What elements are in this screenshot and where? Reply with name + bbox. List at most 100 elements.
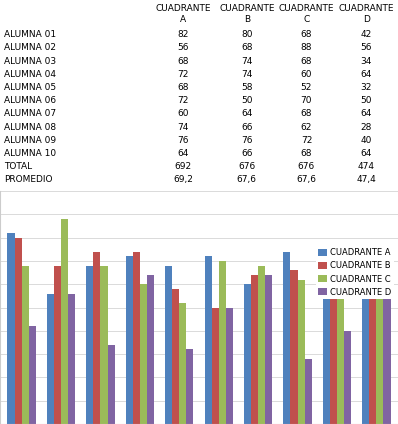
Text: 80: 80 — [241, 30, 252, 39]
Bar — [291, 270, 298, 424]
Text: 68: 68 — [178, 83, 189, 92]
Text: 68: 68 — [301, 30, 312, 39]
Bar — [323, 247, 330, 424]
Bar — [147, 275, 154, 424]
Text: 40: 40 — [361, 136, 372, 145]
Text: CUADRANTE: CUADRANTE — [279, 4, 334, 13]
Text: C: C — [303, 15, 310, 24]
Bar — [186, 349, 193, 424]
Text: 56: 56 — [361, 44, 372, 53]
Text: 68: 68 — [301, 149, 312, 158]
Text: 82: 82 — [178, 30, 189, 39]
Bar — [212, 307, 219, 424]
Bar — [369, 270, 377, 424]
Bar — [86, 265, 94, 424]
Bar — [226, 307, 233, 424]
Bar — [107, 345, 115, 424]
Bar — [21, 265, 29, 424]
Bar — [244, 284, 251, 424]
Bar — [8, 233, 15, 424]
Bar — [377, 265, 383, 424]
Bar — [47, 293, 54, 424]
Bar — [337, 256, 344, 424]
Bar — [126, 256, 133, 424]
Text: 50: 50 — [241, 96, 252, 105]
Text: ALUMNA 01: ALUMNA 01 — [4, 30, 56, 39]
Text: 28: 28 — [361, 123, 372, 131]
Text: 692: 692 — [174, 162, 192, 171]
Text: 60: 60 — [178, 109, 189, 118]
Bar — [133, 251, 140, 424]
Bar — [15, 237, 21, 424]
Text: 50: 50 — [361, 96, 372, 105]
Text: 34: 34 — [361, 57, 372, 66]
Bar — [265, 275, 272, 424]
Text: 64: 64 — [361, 149, 372, 158]
Text: 68: 68 — [241, 44, 252, 53]
Text: 47,4: 47,4 — [356, 175, 376, 184]
Text: 68: 68 — [301, 57, 312, 66]
Bar — [298, 279, 304, 424]
Text: 74: 74 — [241, 57, 252, 66]
Text: ALUMNA 05: ALUMNA 05 — [4, 83, 56, 92]
Text: 676: 676 — [238, 162, 256, 171]
Text: 88: 88 — [301, 44, 312, 53]
Bar — [172, 289, 179, 424]
Bar — [344, 331, 351, 424]
Bar — [165, 265, 172, 424]
Legend: CUADRANTE A, CUADRANTE B, CUADRANTE C, CUADRANTE D: CUADRANTE A, CUADRANTE B, CUADRANTE C, C… — [316, 246, 394, 299]
Text: 72: 72 — [301, 136, 312, 145]
Bar — [283, 251, 291, 424]
Bar — [68, 293, 75, 424]
Text: 64: 64 — [361, 109, 372, 118]
Text: A: A — [180, 15, 186, 24]
Bar — [179, 303, 186, 424]
Text: TOTAL: TOTAL — [4, 162, 32, 171]
Text: 64: 64 — [178, 149, 189, 158]
Text: 67,6: 67,6 — [237, 175, 257, 184]
Bar — [61, 219, 68, 424]
Text: 42: 42 — [361, 30, 372, 39]
Bar — [383, 275, 390, 424]
Bar — [362, 275, 369, 424]
Text: ALUMNA 06: ALUMNA 06 — [4, 96, 56, 105]
Text: 474: 474 — [358, 162, 375, 171]
Text: 32: 32 — [361, 83, 372, 92]
Text: 66: 66 — [241, 123, 252, 131]
Bar — [94, 251, 100, 424]
Bar — [54, 265, 61, 424]
Text: ALUMNA 08: ALUMNA 08 — [4, 123, 56, 131]
Text: 70: 70 — [301, 96, 312, 105]
Text: ALUMNA 03: ALUMNA 03 — [4, 57, 56, 66]
Text: PROMEDIO: PROMEDIO — [4, 175, 53, 184]
Bar — [219, 261, 226, 424]
Bar — [205, 256, 212, 424]
Text: 72: 72 — [178, 96, 189, 105]
Text: 68: 68 — [301, 109, 312, 118]
Text: D: D — [363, 15, 370, 24]
Text: CUADRANTE: CUADRANTE — [219, 4, 275, 13]
Text: ALUMNA 07: ALUMNA 07 — [4, 109, 56, 118]
Text: 76: 76 — [178, 136, 189, 145]
Text: 64: 64 — [361, 70, 372, 79]
Text: 58: 58 — [241, 83, 252, 92]
Text: 676: 676 — [298, 162, 315, 171]
Text: 66: 66 — [241, 149, 252, 158]
Text: 67,6: 67,6 — [297, 175, 316, 184]
Text: 62: 62 — [301, 123, 312, 131]
Bar — [251, 275, 258, 424]
Bar — [304, 359, 312, 424]
Bar — [140, 284, 147, 424]
Text: 52: 52 — [301, 83, 312, 92]
Text: B: B — [244, 15, 250, 24]
Text: 72: 72 — [178, 70, 189, 79]
Text: 56: 56 — [178, 44, 189, 53]
Text: CUADRANTE: CUADRANTE — [338, 4, 394, 13]
Text: 76: 76 — [241, 136, 252, 145]
Text: 68: 68 — [178, 57, 189, 66]
Text: 69,2: 69,2 — [173, 175, 193, 184]
Text: ALUMNA 02: ALUMNA 02 — [4, 44, 56, 53]
Text: 60: 60 — [301, 70, 312, 79]
Text: ALUMNA 10: ALUMNA 10 — [4, 149, 56, 158]
Bar — [330, 247, 337, 424]
